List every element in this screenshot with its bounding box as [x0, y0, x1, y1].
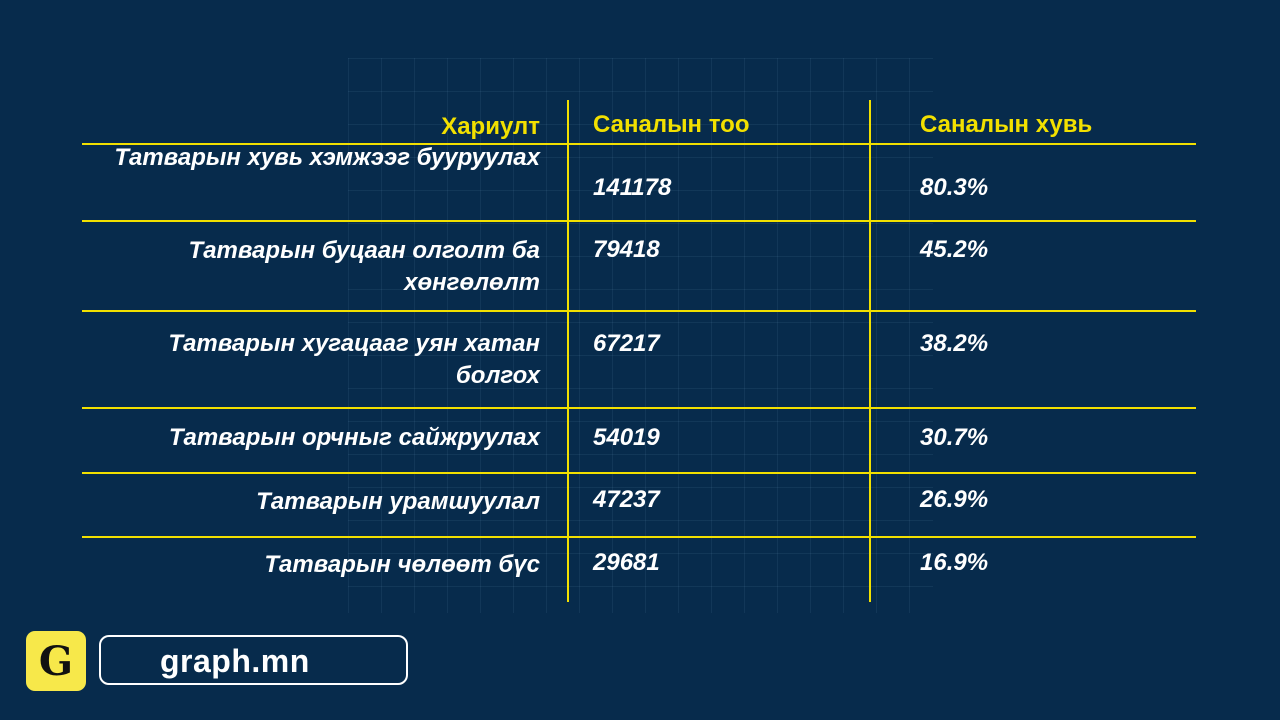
- row-rule: [82, 220, 1196, 222]
- row-rule: [82, 472, 1196, 474]
- table-cell-answer: Татварын чөлөөт бүс: [264, 551, 540, 578]
- row-rule: [82, 310, 1196, 312]
- column-header-answer: Хариулт: [441, 113, 540, 140]
- site-name: graph.mn: [160, 643, 310, 679]
- graph-logo: G: [26, 631, 86, 691]
- table-cell-answer: Татварын урамшуулал: [256, 488, 540, 515]
- table-cell-count: 47237: [593, 486, 660, 513]
- table-cell-percent: 80.3%: [920, 174, 989, 201]
- table-cell-answer: Татварын буцаан олголт ба хөнгөлөлт: [188, 237, 540, 296]
- table-cell-count: 67217: [593, 330, 660, 357]
- site-badge: graph.mn: [99, 635, 408, 685]
- table-cell-count: 29681: [593, 549, 660, 576]
- table-cell-count: 79418: [593, 236, 660, 263]
- header-rule: [82, 143, 1196, 145]
- table-cell-count: 141178: [593, 174, 672, 201]
- row-rule: [82, 536, 1196, 538]
- table-cell-percent: 16.9%: [920, 549, 989, 576]
- column-header-count: Саналын тоо: [593, 111, 750, 138]
- data-table: Хариулт Саналын тоо Саналын хувь Татвары…: [82, 100, 1196, 602]
- logo-letter: G: [38, 637, 74, 685]
- table-cell-percent: 30.7%: [920, 424, 989, 451]
- table-cell-count: 54019: [593, 424, 660, 451]
- row-rule: [82, 407, 1196, 409]
- table-cell-answer: Татварын орчныг сайжруулах: [168, 424, 540, 451]
- table-cell-percent: 45.2%: [920, 236, 989, 263]
- column-header-percent: Саналын хувь: [920, 111, 1093, 138]
- table-cell-answer: Татварын хувь хэмжээг бууруулах: [114, 144, 540, 171]
- column-rule: [869, 100, 871, 602]
- column-rule: [567, 100, 569, 602]
- table-cell-percent: 38.2%: [920, 330, 989, 357]
- table-cell-answer: Татварын хугацааг уян хатан болгох: [168, 330, 540, 389]
- table-cell-percent: 26.9%: [920, 486, 989, 513]
- grid-background: [348, 58, 933, 613]
